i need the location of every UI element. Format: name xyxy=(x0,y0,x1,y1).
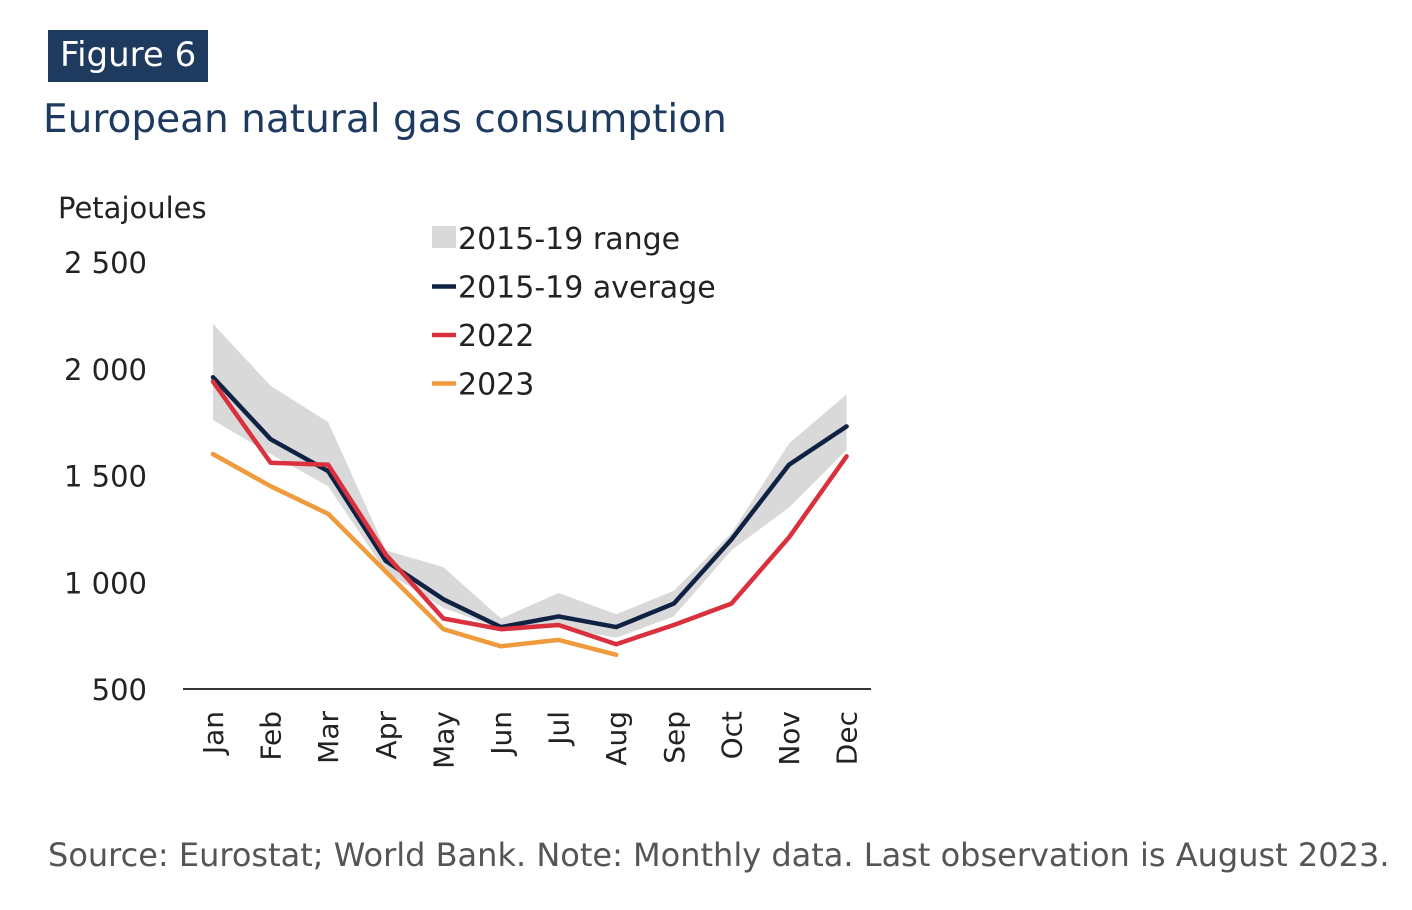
x-tick-label: Jan xyxy=(197,711,230,756)
series-line-2023 xyxy=(210,451,619,658)
x-tick-label: Feb xyxy=(255,711,288,761)
y-tick-label: 1 000 xyxy=(64,566,147,600)
y-tick-label: 2 000 xyxy=(64,353,147,387)
x-tick-label: Dec xyxy=(831,711,864,765)
legend-swatch-range xyxy=(432,226,456,248)
legend-label-series: 2023 xyxy=(458,368,534,403)
x-tick-label: Apr xyxy=(370,711,403,760)
y-axis-unit-label: Petajoules xyxy=(58,191,207,225)
x-tick-label: Jul xyxy=(543,711,576,747)
figure-label: Figure 6 xyxy=(48,30,209,82)
plot-area xyxy=(210,323,849,658)
x-tick-label: Mar xyxy=(312,711,345,764)
y-tick-label: 2 500 xyxy=(64,246,147,280)
x-tick-label: Aug xyxy=(600,711,633,766)
y-axis-ticks: 500 1 000 1 500 2 000 2 500 xyxy=(64,246,147,707)
legend-label-range: 2015-19 range xyxy=(458,222,680,257)
x-tick-label: Sep xyxy=(658,711,691,764)
legend-label-series: 2022 xyxy=(458,319,534,354)
series-line-2022 xyxy=(210,379,849,647)
x-tick-label: Nov xyxy=(773,711,806,766)
x-axis-ticks: Jan Feb Mar Apr May Jun Jul Aug Sep Oct Nov Dec xyxy=(197,711,864,769)
x-tick-label: May xyxy=(427,711,460,769)
x-tick-label: Jun xyxy=(485,711,518,757)
legend: 2015-19 range 2015-19 average 2022 2023 xyxy=(432,222,716,403)
y-tick-label: 500 xyxy=(92,673,147,707)
x-tick-label: Oct xyxy=(715,711,748,759)
legend-label-series: 2015-19 average xyxy=(458,271,716,306)
source-note: Source: Eurostat; World Bank. Note: Mont… xyxy=(48,836,1390,874)
figure-title: European natural gas consumption xyxy=(43,97,727,142)
y-tick-label: 1 500 xyxy=(64,460,147,494)
